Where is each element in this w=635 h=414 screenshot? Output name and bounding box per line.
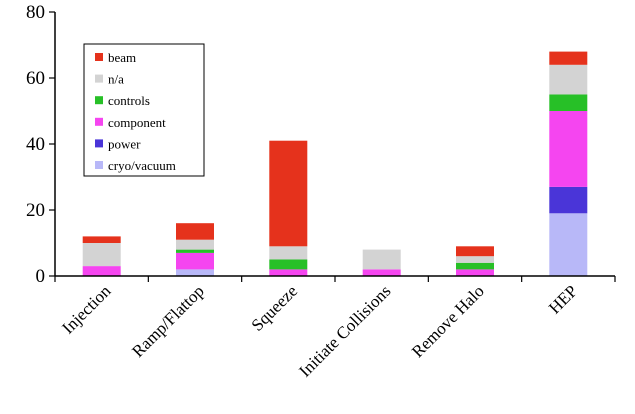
bar-segment-initiate-collisions-component: [362, 269, 401, 276]
legend-label-n-a: n/a: [108, 72, 124, 87]
x-tick-label-initiate-collisions: Initiate Collisions: [295, 281, 394, 380]
legend-label-beam: beam: [108, 50, 136, 65]
bar-segment-initiate-collisions-n-a: [362, 249, 401, 270]
legend-label-controls: controls: [108, 93, 150, 108]
legend: beam n/a controls component power cryo/vacuum: [83, 43, 205, 177]
bar-segment-ramp-flattop-component: [176, 252, 214, 270]
bars-group: [82, 51, 588, 276]
y-tick-label-40: 40: [26, 134, 45, 155]
bar-segment-remove-halo-component: [456, 269, 494, 276]
legend-label-component: component: [108, 115, 166, 130]
bar-segment-hep-n-a: [549, 64, 588, 95]
bar-segment-ramp-flattop-beam: [176, 223, 214, 240]
y-ticks-group: 0 20 40 60 80: [26, 2, 55, 287]
y-tick-label-60: 60: [26, 68, 45, 89]
bar-segment-hep-beam: [549, 51, 588, 65]
legend-swatch-n-a: [95, 74, 103, 83]
bar-segment-hep-controls: [549, 94, 588, 111]
bar-segment-remove-halo-controls: [456, 262, 494, 270]
y-tick-label-20: 20: [26, 200, 45, 221]
bar-segment-remove-halo-beam: [456, 246, 494, 257]
legend-swatch-cryo-vacuum: [95, 161, 103, 169]
legend-swatch-power: [95, 139, 103, 148]
bar-segment-hep-power: [549, 186, 588, 214]
x-tick-label-squeeze: Squeeze: [248, 281, 301, 334]
bar-segment-ramp-flattop-controls: [176, 249, 214, 253]
bar-segment-squeeze-component: [269, 269, 308, 276]
x-tick-label-injection: Injection: [58, 281, 115, 338]
x-tick-label-ramp-flattop: Ramp/Flattop: [128, 281, 208, 361]
bar-segment-injection-component: [82, 266, 121, 276]
bar-segment-squeeze-controls: [269, 259, 308, 270]
x-tick-label-remove-halo: Remove Halo: [408, 281, 488, 361]
legend-swatch-component: [95, 117, 103, 126]
bar-segment-ramp-flattop-n-a: [176, 239, 214, 250]
y-tick-label-80: 80: [26, 2, 45, 23]
bar-segment-hep-component: [549, 111, 588, 187]
bar-segment-remove-halo-n-a: [456, 256, 494, 263]
bar-segment-injection-n-a: [82, 243, 121, 267]
bar-segment-squeeze-n-a: [269, 246, 308, 260]
legend-swatch-beam: [95, 53, 103, 61]
bar-segment-squeeze-beam: [269, 140, 308, 247]
y-tick-label-0: 0: [36, 266, 46, 287]
legend-label-cryo-vacuum: cryo/vacuum: [108, 158, 176, 173]
bar-segment-hep-cryo-vacuum: [549, 213, 588, 276]
x-tick-label-hep: HEP: [545, 281, 581, 317]
legend-swatch-controls: [95, 96, 103, 105]
bar-segment-ramp-flattop-cryo-vacuum: [176, 269, 214, 276]
legend-label-power: power: [108, 136, 141, 151]
legend-box: [83, 43, 205, 177]
bar-segment-injection-beam: [82, 236, 121, 243]
